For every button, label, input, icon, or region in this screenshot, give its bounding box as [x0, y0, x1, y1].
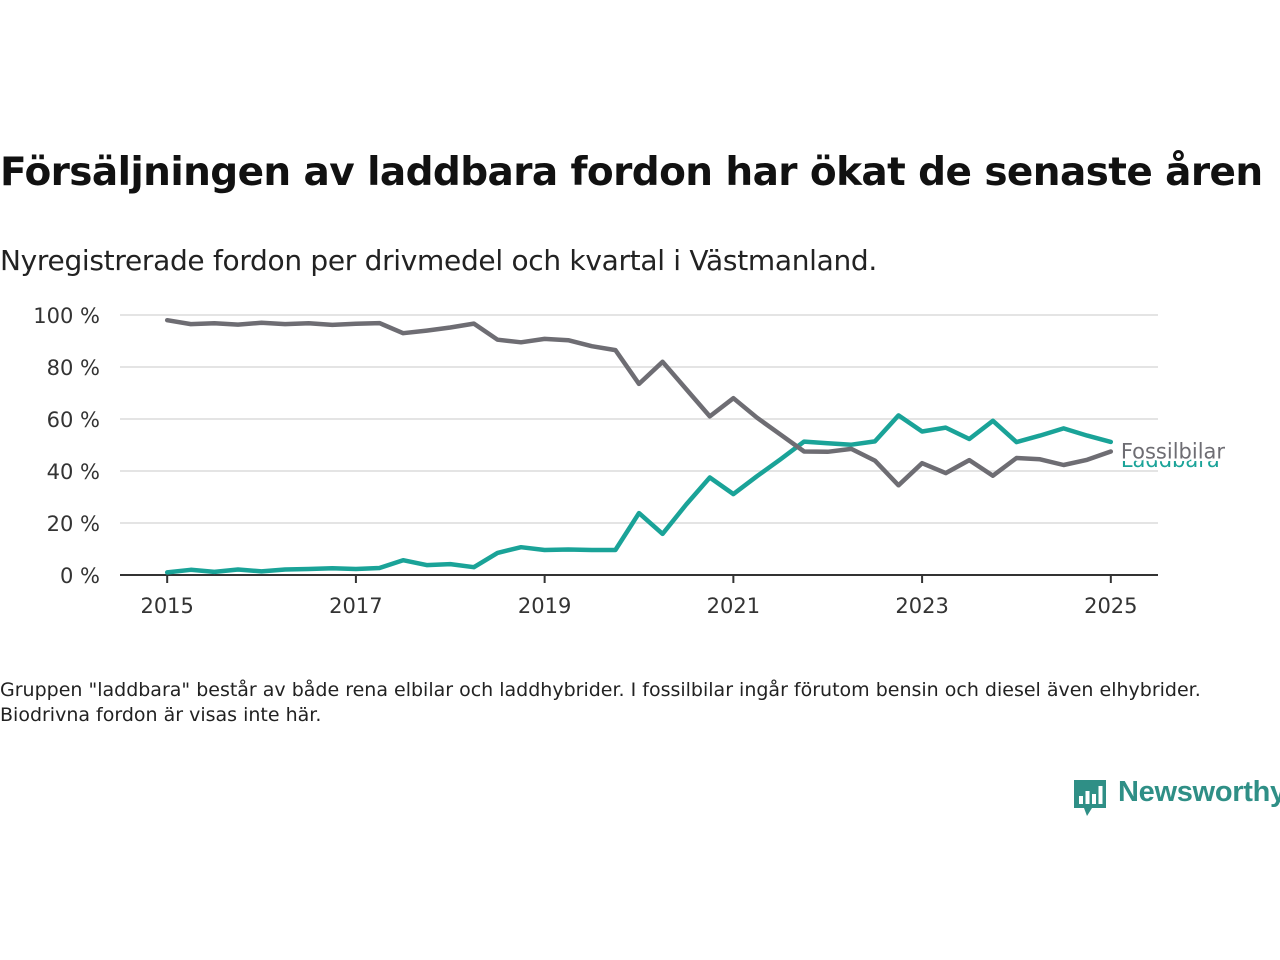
y-tick-label: 40 %: [47, 460, 100, 484]
y-tick-label: 80 %: [47, 356, 100, 380]
y-tick-label: 60 %: [47, 408, 100, 432]
y-tick-label: 100 %: [33, 304, 100, 328]
x-tick-label: 2021: [707, 594, 760, 618]
series-line-fossilbilar: [164, 317, 1114, 488]
x-tick-label: 2025: [1084, 594, 1137, 618]
gridlines: [120, 314, 1158, 524]
y-tick-label: 0 %: [60, 564, 100, 588]
chart-subtitle: Nyregistrerade fordon per drivmedel och …: [0, 244, 878, 277]
chart-footnote: Gruppen "laddbara" består av både rena e…: [0, 679, 1201, 726]
x-tick-label: 2023: [895, 594, 948, 618]
series-label-fossilbilar: Fossilbilar: [1121, 440, 1226, 464]
bar-chart-icon: [1072, 778, 1108, 822]
brand-name: Newsworthy: [1118, 776, 1280, 808]
x-tick-label: 2015: [140, 594, 193, 618]
line-chart: 100 % 80 % 60 % 40 % 20 % 0 % 2015 2017 2019 2021…: [33, 304, 1228, 618]
x-tick-label: 2017: [329, 594, 382, 618]
y-tick-label: 20 %: [47, 512, 100, 536]
series-label-laddbara: Laddbara: [1121, 448, 1220, 472]
axes: 100 % 80 % 60 % 40 % 20 % 0 % 2015 2017 2019 2021…: [33, 304, 1158, 618]
chart-title: Försäljningen av laddbara fordon har öka…: [0, 150, 1263, 195]
series-line-laddbara: [164, 413, 1114, 575]
x-tick-label: 2019: [518, 594, 571, 618]
series-lines: [164, 317, 1114, 575]
